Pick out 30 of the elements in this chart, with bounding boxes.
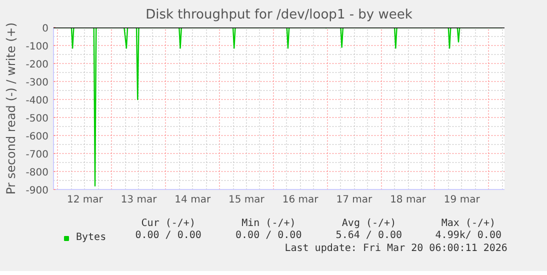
y-axis-title: Pr second read (-) / write (+)	[4, 22, 18, 194]
text: 4.99k/ 0.00	[435, 230, 502, 241]
y-tick-label: -300	[26, 78, 49, 88]
y-tick-label: -400	[26, 96, 49, 106]
x-tick-label: 19 mar	[444, 194, 481, 206]
x-tick-label: 14 mar	[174, 194, 212, 206]
y-tick-label: -800	[26, 168, 49, 178]
y-tick-label: -600	[26, 132, 49, 142]
text: 5.64 / 0.00	[336, 230, 402, 241]
x-tick-label: 18 mar	[390, 194, 427, 206]
text: Last update: Fri Mar 20 06:00:11 2026	[284, 243, 508, 254]
text: Avg (-/+)	[342, 218, 396, 229]
text: 0.00 / 0.00	[135, 230, 202, 241]
y-tick-label: -700	[26, 150, 49, 160]
x-tick-label: 15 mar	[228, 194, 266, 206]
text: 0.00 / 0.00	[236, 230, 302, 241]
y-tick-label: -200	[26, 60, 49, 70]
x-tick-label: 12 mar	[66, 194, 104, 206]
legend-label: Bytes	[76, 232, 106, 243]
x-tick-label: 17 mar	[336, 194, 373, 206]
y-tick-label: -100	[26, 42, 49, 52]
chart-title: Disk throughput for /dev/loop1 - by week	[146, 8, 413, 22]
y-tick-label: -900	[26, 186, 49, 196]
text: Cur (-/+)	[141, 218, 196, 229]
y-tick-label: 0	[42, 24, 49, 34]
y-tick-label: -500	[26, 114, 49, 124]
text: Min (-/+)	[242, 218, 296, 229]
x-tick-label: 16 mar	[282, 194, 320, 206]
text: Max (-/+)	[441, 218, 496, 229]
x-tick-label: 13 mar	[120, 194, 158, 206]
